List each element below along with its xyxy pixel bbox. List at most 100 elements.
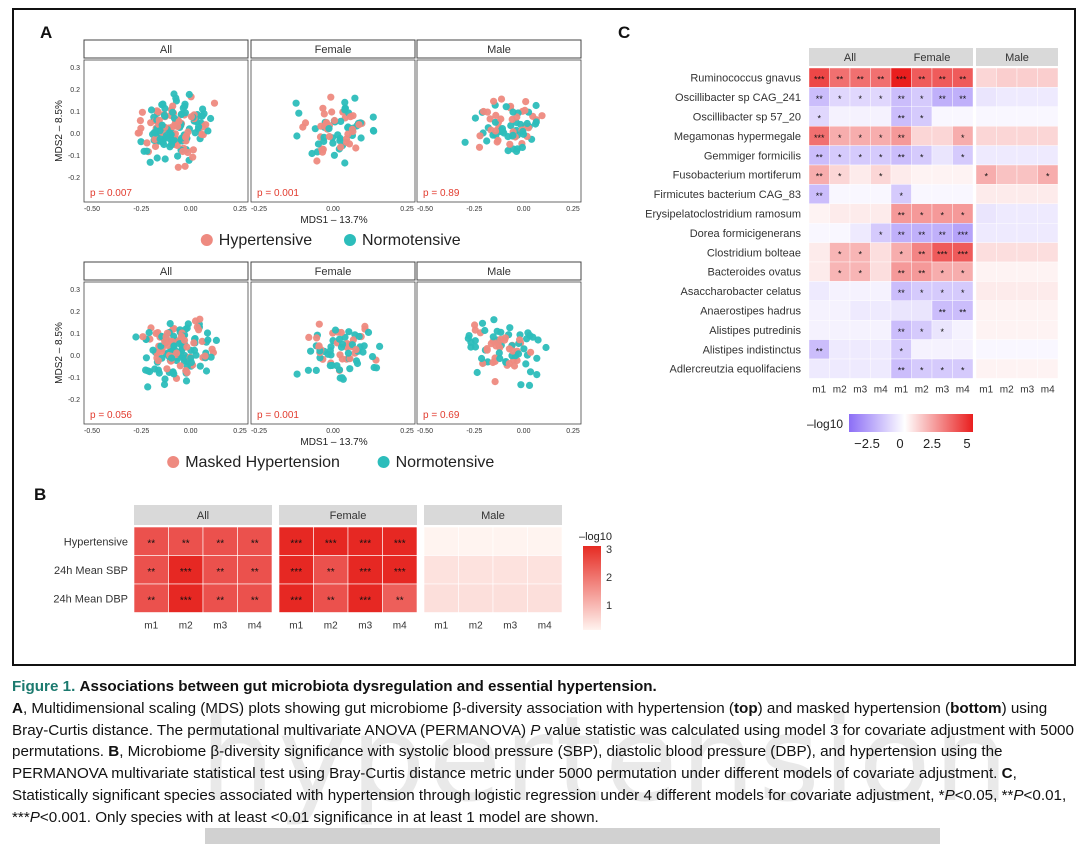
heatmap-b-cell <box>202 583 238 613</box>
heatmap-b-cell <box>527 555 563 585</box>
heatmap-c-col-label: m2 <box>833 384 847 395</box>
heatmap-c-cell <box>931 145 953 166</box>
heatmap-c-strip-label-1: Female <box>914 52 951 64</box>
heatmap-c-row-label: Dorea formicigenerans <box>690 228 802 240</box>
heatmap-c-star: ** <box>836 75 844 85</box>
mds-point <box>207 114 215 123</box>
mds-pvalue-bottom-1: p = 0.001 <box>257 410 299 421</box>
heatmap-c-cell <box>1016 106 1038 127</box>
mds-point <box>191 129 199 137</box>
mds-point <box>337 117 345 125</box>
heatmap-c-cell <box>952 184 974 204</box>
heatmap-c-star: ** <box>918 249 926 259</box>
mds-point <box>212 336 220 344</box>
heatmap-c-cell <box>870 261 892 282</box>
caption-text-2: ) and masked hypertension ( <box>757 699 951 717</box>
heatmap-b-star: ** <box>251 595 259 606</box>
legend-control-marker-top <box>344 234 356 246</box>
heatmap-c-cell <box>931 125 953 146</box>
mds-point <box>325 133 333 141</box>
mds-point <box>341 98 349 106</box>
heatmap-c-cell <box>975 87 997 108</box>
caption-ref-a: A <box>12 699 23 717</box>
mds-point <box>203 329 212 337</box>
heatmap-b-star: ** <box>251 538 259 549</box>
heatmap-c-cell <box>996 125 1018 146</box>
mds-point <box>182 133 190 141</box>
heatmap-b-cell <box>278 555 314 585</box>
heatmap-c-strip-2 <box>976 48 1058 66</box>
heatmap-c-star: ** <box>898 288 906 298</box>
heatmap-c-star: * <box>838 269 842 279</box>
heatmap-c-cell <box>808 358 830 379</box>
heatmap-c-row-label: Alistipes putredinis <box>709 325 801 337</box>
mds-point <box>336 137 344 145</box>
mds-point <box>200 110 208 118</box>
mds-point <box>506 140 514 148</box>
heatmap-c-cell <box>829 281 851 301</box>
mds-point <box>526 331 534 339</box>
mds-ytick-bottom-3: 0.0 <box>70 353 80 360</box>
heatmap-c-star: ** <box>898 94 906 104</box>
mds-point <box>491 378 499 386</box>
mds-point <box>168 137 177 145</box>
heatmap-c-star: * <box>858 269 862 279</box>
mds-point <box>304 366 312 374</box>
heatmap-c-cell <box>1016 203 1038 224</box>
heatmap-c-cell <box>870 300 892 321</box>
mds-point <box>299 123 307 131</box>
heatmap-c-cell <box>1016 281 1038 301</box>
mds-point <box>311 125 319 133</box>
mds-point <box>192 351 200 359</box>
heatmap-c-star: * <box>899 191 903 201</box>
mds-point <box>521 106 529 114</box>
mds-point <box>152 329 160 337</box>
heatmap-b-cell <box>423 526 459 556</box>
heatmap-c-cell <box>849 339 871 360</box>
mds-point <box>533 371 541 379</box>
heatmap-c-cell <box>829 339 851 360</box>
mds-point <box>497 115 505 123</box>
mds-point <box>182 377 191 385</box>
mds-point <box>181 109 189 117</box>
mds-point <box>542 343 550 352</box>
heatmap-c-cell <box>870 281 892 301</box>
mds-point <box>161 375 169 383</box>
caption-text-4: value statistic was calculated using mod… <box>12 721 1074 761</box>
heatmap-c-cell <box>996 222 1018 243</box>
mds-point <box>187 354 195 362</box>
mds-point <box>322 119 330 127</box>
heatmap-b-strip-2 <box>424 505 562 525</box>
mds-point <box>502 103 510 111</box>
heatmap-b-cell <box>458 526 494 556</box>
heatmap-c-star: ** <box>898 152 906 162</box>
heatmap-b-cell <box>202 555 238 585</box>
mds-point <box>357 134 365 142</box>
heatmap-b-cell <box>237 555 273 585</box>
heatmap-c-star: * <box>940 327 944 337</box>
heatmap-c-cell <box>1016 358 1038 379</box>
heatmap-c-cell <box>1037 203 1059 224</box>
heatmap-b-cell <box>492 526 528 556</box>
heatmap-c-cell <box>931 339 953 360</box>
mds-point <box>496 354 504 363</box>
mds-point <box>533 354 541 362</box>
mds-point <box>364 328 373 336</box>
heatmap-c-star: * <box>879 230 883 240</box>
figure-caption: Figure 1. Associations between gut micro… <box>12 676 1074 829</box>
mds-point <box>512 147 521 155</box>
heatmap-b-cell <box>313 555 349 585</box>
heatmap-c-cell <box>1016 125 1038 146</box>
mds-xtick-bottom-0-0: -0.50 <box>84 428 100 435</box>
heatmap-c-cell <box>1037 87 1059 108</box>
heatmap-c-cell <box>1037 261 1059 282</box>
heatmap-b-col-label: m1 <box>144 621 158 632</box>
heatmap-b-cell <box>237 526 273 556</box>
heatmap-b-strip-0 <box>134 505 272 525</box>
heatmap-c-row-label: Fusobacterium mortiferum <box>673 170 801 182</box>
mds-xtick-bottom-0-3: 0.25 <box>233 428 247 435</box>
mds-point <box>526 368 535 376</box>
heatmap-c-col-label: m3 <box>853 384 867 395</box>
mds-point <box>197 130 206 138</box>
